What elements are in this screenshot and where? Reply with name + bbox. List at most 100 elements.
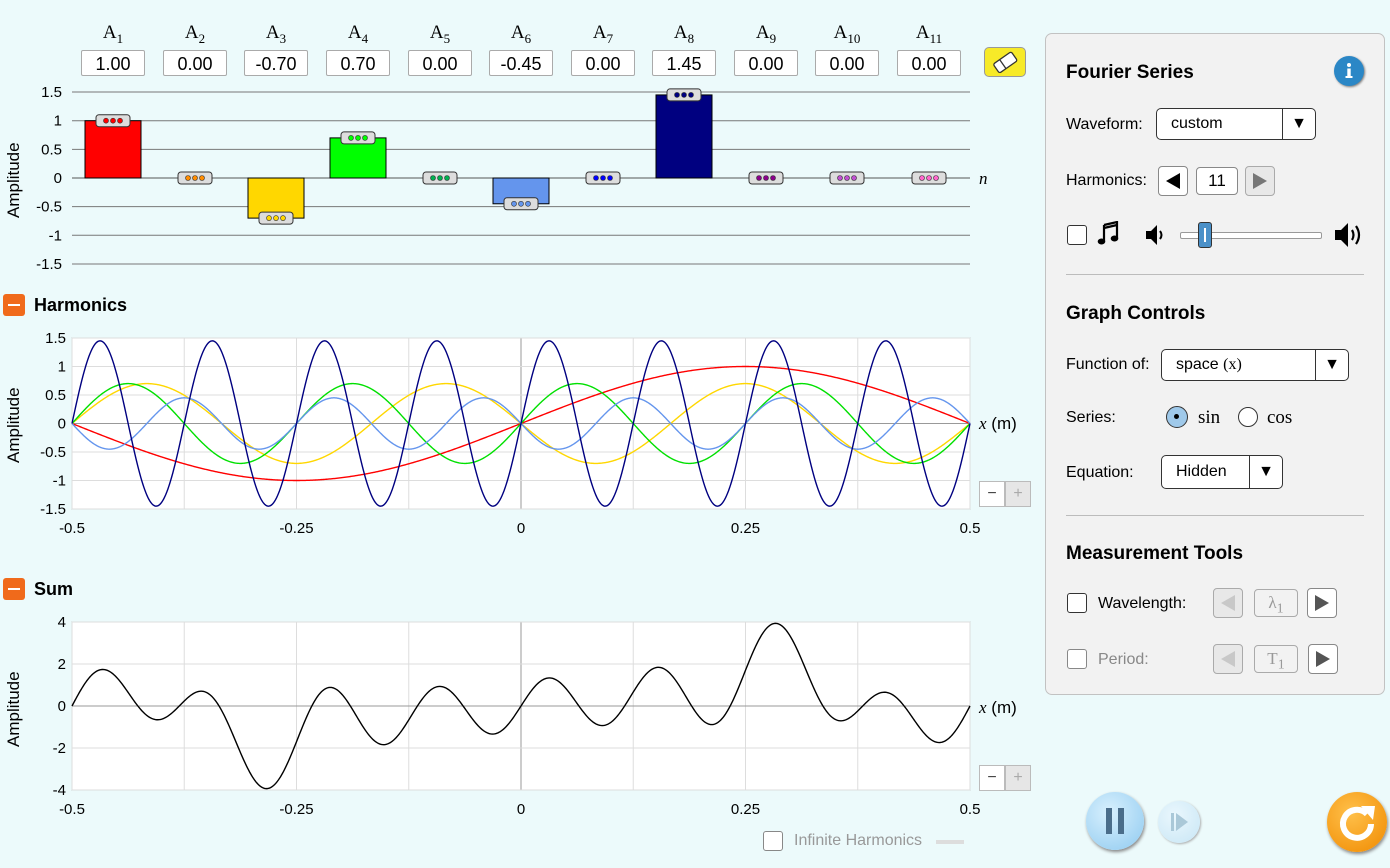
harmonics-chart[interactable]: 1.5 1 0.5 0 -0.5 -1 -1.5 -0.5 -0.25 0 0.25 0.5: [0, 330, 1000, 540]
infinite-harmonics-checkbox[interactable]: [763, 831, 783, 851]
amplitude-drag-handle[interactable]: [95, 114, 131, 128]
amplitude-drag-handle[interactable]: [422, 171, 458, 185]
equation-combo[interactable]: Hidden ▼: [1161, 455, 1283, 489]
harmonics-zoom-out-button[interactable]: −: [979, 481, 1005, 507]
amplitude-label-7: A7: [573, 22, 633, 47]
infinite-harmonics-color-swatch: [936, 840, 964, 844]
amplitude-input-7[interactable]: 0.00: [571, 50, 635, 76]
amplitude-input-8[interactable]: 1.45: [652, 50, 716, 76]
amplitude-drag-handle[interactable]: [258, 211, 294, 225]
amplitude-label-sub: 3: [279, 30, 287, 46]
amplitude-label-sub: 11: [929, 30, 943, 46]
volume-slider-track[interactable]: [1180, 232, 1322, 239]
amplitude-x-label: n: [979, 169, 988, 188]
period-prev-button[interactable]: [1213, 644, 1243, 674]
amplitude-label-11: A11: [899, 22, 959, 47]
y-tick-label: -0.5: [40, 444, 66, 461]
sound-checkbox[interactable]: [1067, 225, 1087, 245]
amplitude-label-sub: 5: [443, 30, 451, 46]
pause-button[interactable]: [1086, 792, 1144, 850]
wavelength-prev-button[interactable]: [1213, 588, 1243, 618]
wavelength-next-button[interactable]: [1307, 588, 1337, 618]
wavelength-checkbox[interactable]: [1067, 593, 1087, 613]
arrow-right-icon: [1315, 595, 1329, 611]
series-cos-label: cos: [1267, 407, 1293, 428]
amplitude-label-3: A3: [246, 22, 306, 47]
x-tick-label: -0.5: [59, 520, 85, 537]
sum-zoom-out-button[interactable]: −: [979, 765, 1005, 791]
amplitude-input-2[interactable]: 0.00: [163, 50, 227, 76]
music-note-icon: [1097, 221, 1119, 245]
harmonics-decrement-button[interactable]: [1158, 166, 1188, 196]
sum-chart[interactable]: 4 2 0 -2 -4 -0.5 -0.25 0 0.25 0.5: [0, 614, 1000, 824]
amplitude-label-base: A: [755, 22, 770, 43]
amplitude-label-sub: 1: [116, 30, 124, 46]
amplitude-drag-handle[interactable]: [829, 171, 865, 185]
period-symbol-text: T: [1267, 649, 1278, 668]
amplitude-label-1: A1: [83, 22, 143, 47]
sum-zoom-in-button[interactable]: +: [1005, 765, 1031, 791]
period-next-button[interactable]: [1308, 644, 1338, 674]
amplitude-label-sub: 2: [198, 30, 206, 46]
harmonics-zoom-in-button[interactable]: +: [1005, 481, 1031, 507]
sum-curve: [71, 622, 971, 790]
amplitude-chart[interactable]: 1.5 1 0.5 0 -0.5 -1 -1.5: [0, 80, 1000, 280]
series-sin-radio[interactable]: [1166, 406, 1188, 428]
y-tick-label: 4: [58, 614, 66, 631]
amplitude-label-base: A: [265, 22, 280, 43]
arrow-right-icon: [1316, 651, 1330, 667]
volume-slider-thumb[interactable]: [1198, 222, 1213, 248]
series-cos-radio[interactable]: [1238, 407, 1258, 427]
series-label: Series:: [1066, 409, 1116, 426]
volume-high-icon: [1335, 223, 1361, 247]
amplitude-drag-handle[interactable]: [585, 171, 621, 185]
harmonics-increment-button[interactable]: [1245, 166, 1275, 196]
amplitude-label-base: A: [915, 22, 930, 43]
reset-all-button[interactable]: [1327, 792, 1387, 852]
y-tick-label: 0: [54, 170, 62, 187]
y-tick-label: 0.5: [45, 387, 66, 404]
amplitude-label-base: A: [429, 22, 444, 43]
y-tick-label: 1: [58, 359, 66, 376]
amplitude-drag-handle[interactable]: [911, 171, 947, 185]
period-checkbox[interactable]: [1067, 649, 1087, 669]
x-tick-label: 0.5: [960, 801, 981, 818]
amplitude-input-11[interactable]: 0.00: [897, 50, 961, 76]
pause-icon: [1106, 808, 1124, 834]
function-of-var: (x): [1223, 356, 1242, 373]
y-tick-label: -2: [53, 740, 66, 757]
amplitude-drag-handle[interactable]: [666, 88, 702, 102]
amplitude-label-6: A6: [491, 22, 551, 47]
amplitude-input-6[interactable]: -0.45: [489, 50, 553, 76]
sum-title: Sum: [34, 579, 74, 599]
step-forward-button[interactable]: [1158, 801, 1200, 843]
amplitude-input-3[interactable]: -0.70: [244, 50, 308, 76]
amplitude-label-5: A5: [410, 22, 470, 47]
arrow-left-icon: [1221, 595, 1235, 611]
volume-low-icon: [1146, 225, 1163, 245]
graph-controls-title: Graph Controls: [1066, 303, 1206, 324]
amplitude-drag-handle[interactable]: [748, 171, 784, 185]
info-button[interactable]: [1334, 56, 1364, 86]
waveform-combo[interactable]: custom ▼: [1156, 108, 1316, 140]
x-tick-label: -0.25: [279, 801, 313, 818]
amplitude-drag-handle[interactable]: [177, 171, 213, 185]
panel-title: Fourier Series: [1066, 62, 1194, 83]
amplitude-label-8: A8: [654, 22, 714, 47]
amplitude-input-10[interactable]: 0.00: [815, 50, 879, 76]
eraser-button[interactable]: [984, 47, 1026, 77]
harmonics-collapse-button[interactable]: [3, 294, 25, 316]
amplitude-input-9[interactable]: 0.00: [734, 50, 798, 76]
amplitude-input-5[interactable]: 0.00: [408, 50, 472, 76]
amplitude-label-sub: 10: [847, 30, 861, 46]
function-of-combo[interactable]: space (x) ▼: [1161, 349, 1349, 381]
amplitude-input-4[interactable]: 0.70: [326, 50, 390, 76]
sum-collapse-button[interactable]: [3, 578, 25, 600]
amplitude-input-1[interactable]: 1.00: [81, 50, 145, 76]
amplitude-bar: [84, 120, 142, 179]
wavelength-label: Wavelength:: [1098, 595, 1187, 612]
amplitude-drag-handle[interactable]: [340, 131, 376, 145]
y-tick-label: -0.5: [36, 199, 62, 216]
step-forward-icon: [1171, 813, 1188, 831]
amplitude-drag-handle[interactable]: [503, 197, 539, 211]
